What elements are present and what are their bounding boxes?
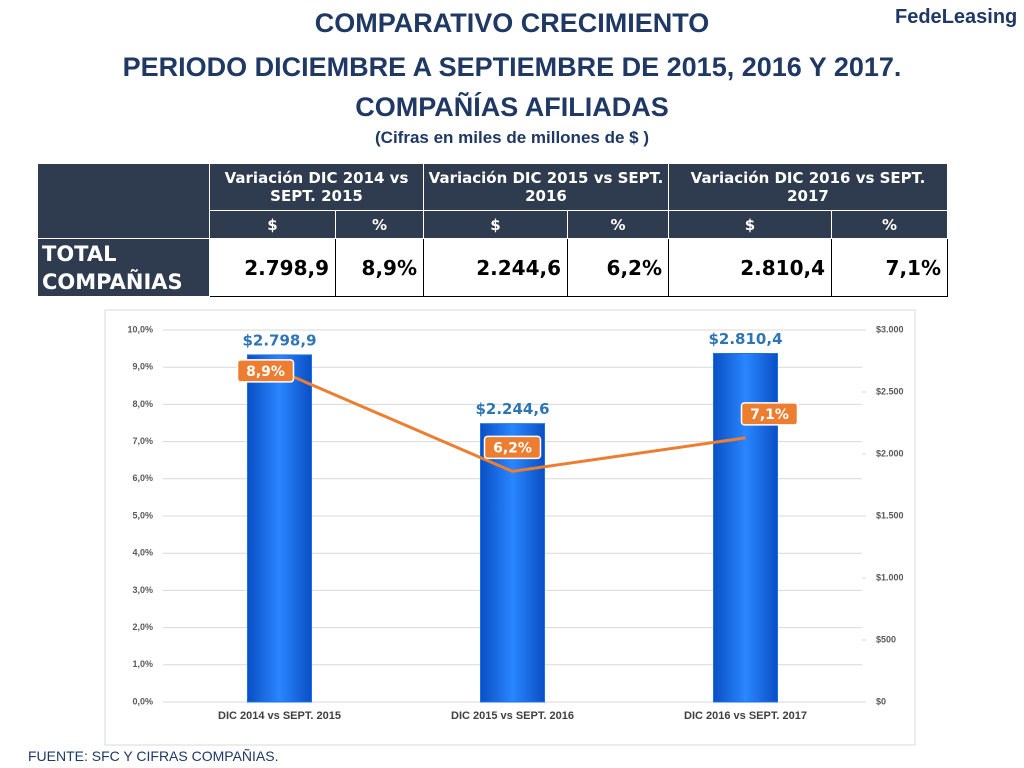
line-value-label: 7,1% — [750, 407, 789, 423]
bar-value-label: $2.244,6 — [475, 400, 549, 418]
cell: 6,2% — [567, 238, 669, 297]
bar-value-label: $2.810,4 — [708, 330, 782, 348]
x-tick-label: DIC 2016 vs SEPT. 2017 — [684, 710, 807, 722]
line-value-label: 6,2% — [493, 440, 532, 456]
line — [278, 369, 746, 473]
y-tick-label: 9,0% — [132, 362, 153, 372]
y-tick-label: 5,0% — [132, 510, 153, 520]
title: COMPAÑÍAS AFILIADAS — [355, 92, 669, 122]
group-header: Variación DIC 2015 vs SEPT. 2016 — [423, 163, 669, 211]
corner — [37, 163, 210, 239]
y-tick-label: 7,0% — [132, 436, 153, 446]
logo: FedeLeasing — [895, 6, 1017, 29]
group-header: Variación DIC 2016 vs SEPT. 2017 — [668, 163, 948, 211]
y-tick-label: 6,0% — [132, 473, 153, 483]
logo-text: Fede — [895, 6, 942, 28]
y2-tick-label: $1.500 — [876, 510, 904, 520]
bar-value-label: $2.798,9 — [242, 331, 316, 349]
y2-tick-label: $3.000 — [876, 324, 904, 334]
y-tick-label: 4,0% — [132, 548, 153, 558]
title: COMPARATIVO CRECIMIENTO — [314, 8, 710, 38]
bar — [247, 354, 312, 703]
bar — [713, 353, 778, 703]
sub-header: % — [335, 210, 424, 239]
y2-tick-label: $1.000 — [876, 572, 904, 582]
y-tick-label: 3,0% — [132, 585, 153, 595]
y2-tick-label: $0 — [876, 696, 886, 706]
line-label-box — [483, 435, 542, 460]
sub-header: $ — [668, 210, 832, 239]
footer: FUENTE: SFC Y CIFRAS COMPAÑIAS. — [28, 748, 279, 764]
cell: 8,9% — [335, 238, 424, 297]
y-tick-label: 0,0% — [132, 696, 153, 706]
cell: 2.798,9 — [209, 238, 336, 297]
title: PERIODO DICIEMBRE A SEPTIEMBRE DE 2015, … — [122, 52, 902, 82]
sub-header: % — [567, 210, 669, 239]
chart-frame — [104, 309, 916, 746]
y-tick-label: 8,0% — [132, 399, 153, 409]
y2-tick-label: $2.500 — [876, 386, 904, 396]
y-tick-label: 1,0% — [132, 659, 153, 669]
x-tick-label: DIC 2015 vs SEPT. 2016 — [451, 710, 574, 722]
y2-tick-label: $500 — [876, 634, 896, 644]
sub-header: % — [831, 210, 948, 239]
group-header: Variación DIC 2014 vs SEPT. 2015 — [209, 163, 424, 211]
line-label-box — [740, 402, 799, 426]
cell: 2.244,6 — [423, 238, 568, 297]
sub-header: $ — [423, 210, 568, 239]
logo-text: Leasing — [941, 6, 1018, 28]
cell: 7,1% — [831, 238, 948, 297]
subtitle: (Cifras en miles de millones de $ ) — [375, 128, 649, 147]
y2-tick-label: $2.000 — [876, 448, 904, 458]
y-tick-label: 10,0% — [127, 324, 153, 334]
summary-table: Variación DIC 2014 vs SEPT. 2015 Variaci… — [37, 163, 948, 297]
x-tick-label: DIC 2014 vs SEPT. 2015 — [218, 710, 341, 722]
row-label: TOTAL COMPAÑIAS — [37, 238, 210, 297]
y-tick-label: 2,0% — [132, 622, 153, 632]
line-label-box — [236, 359, 295, 383]
sub-header: $ — [209, 210, 336, 239]
bar — [480, 423, 545, 703]
line-value-label: 8,9% — [246, 364, 285, 380]
cell: 2.810,4 — [668, 238, 832, 297]
